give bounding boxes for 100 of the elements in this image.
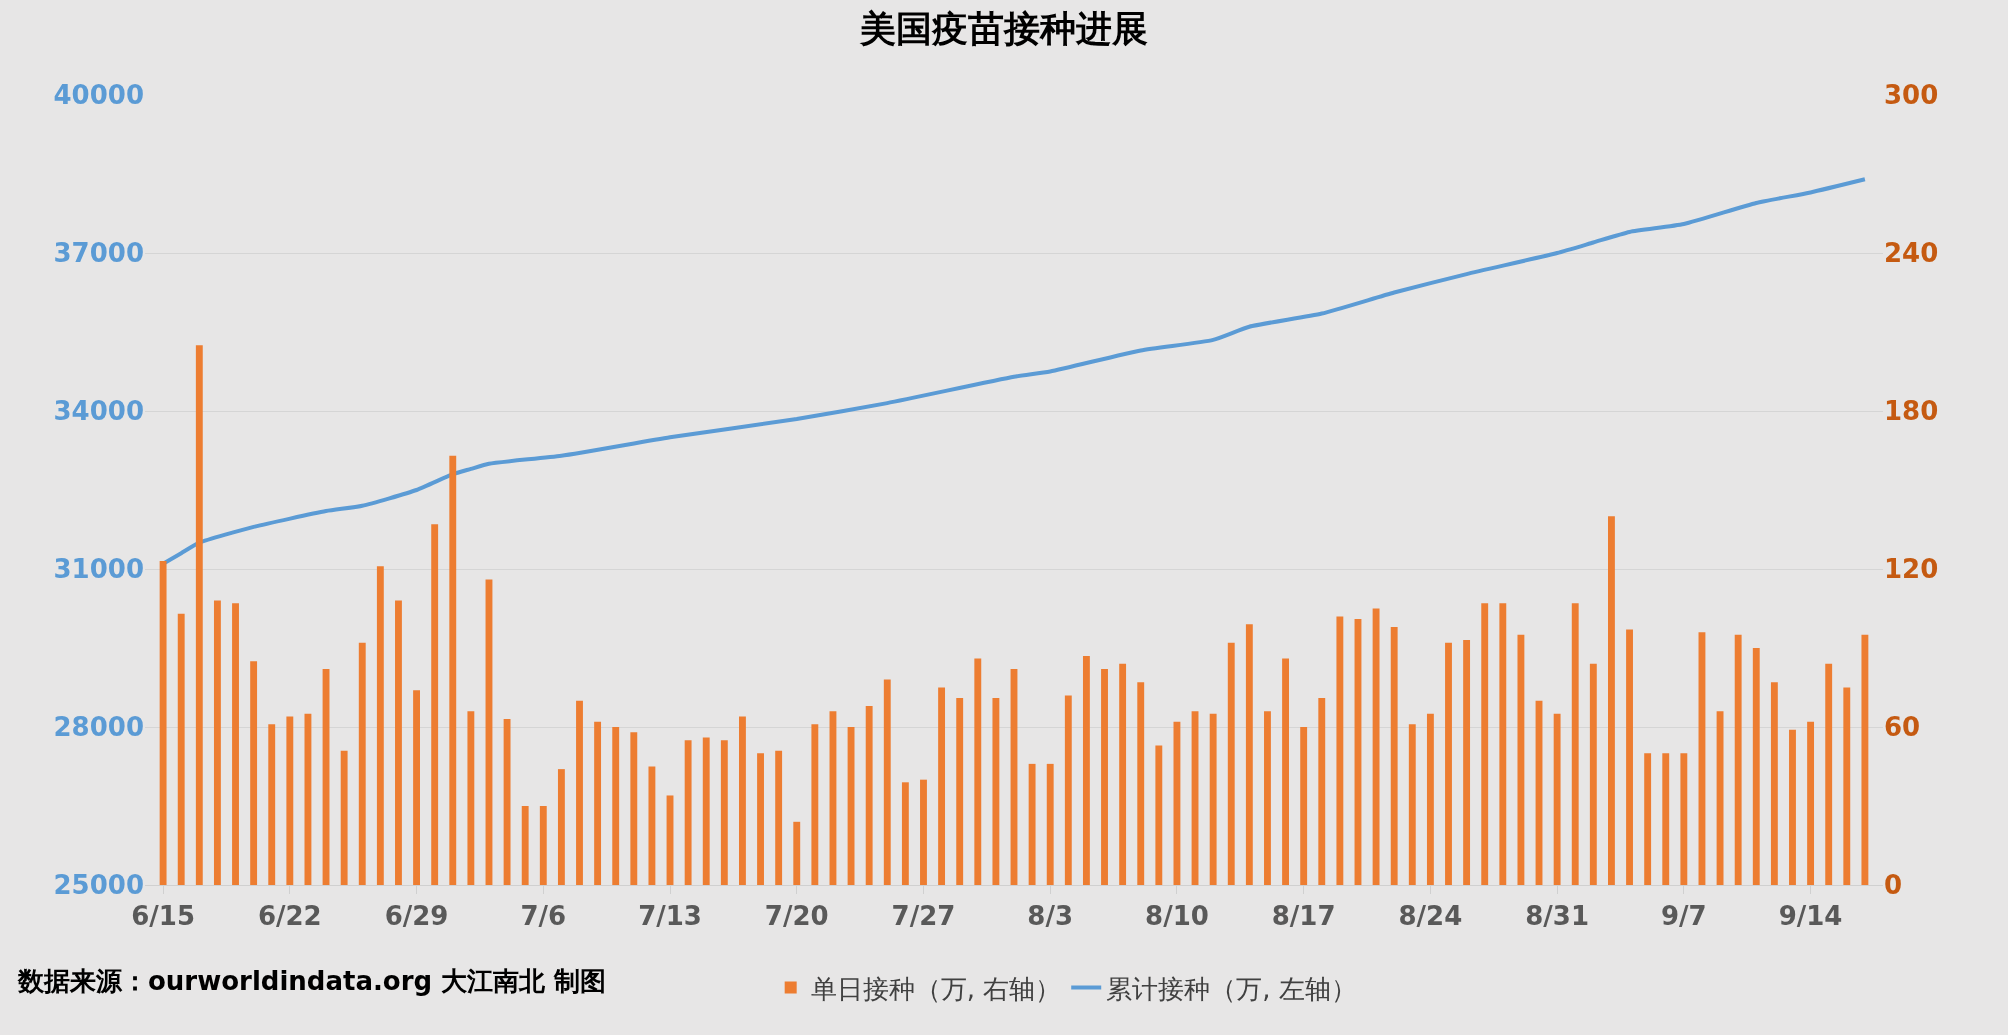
bar [1517, 634, 1525, 885]
bar [793, 821, 801, 885]
bar [1789, 729, 1796, 885]
bar [1445, 642, 1452, 885]
bar [702, 737, 710, 885]
bar [1155, 745, 1163, 885]
bar [1843, 687, 1851, 885]
bar [1064, 695, 1072, 885]
bar [974, 658, 982, 885]
bar [286, 716, 294, 885]
bar [612, 727, 620, 885]
bar [1589, 663, 1597, 885]
bar [503, 719, 511, 885]
x-tick-label: 6/29 [384, 901, 449, 932]
bar [177, 613, 185, 885]
bar [521, 806, 529, 885]
bar [775, 750, 783, 885]
bar [1825, 663, 1833, 885]
bar [395, 600, 402, 885]
bar [1499, 603, 1507, 885]
bar [594, 721, 602, 885]
bar [648, 766, 656, 885]
bar [1082, 655, 1090, 885]
y-tick-label: 37000 [53, 238, 144, 269]
x-tick-label: 7/20 [764, 901, 829, 932]
bar [159, 561, 167, 885]
bar [1390, 626, 1398, 885]
x-tick-label: 8/31 [1525, 901, 1590, 932]
chart-title: 美国疫苗接种进展 [859, 7, 1148, 49]
x-tick-label: 8/3 [1027, 901, 1074, 932]
bar [1463, 640, 1471, 885]
bar [539, 806, 547, 885]
bar [1716, 711, 1724, 885]
y2-tick-label: 0 [1884, 870, 1903, 901]
bar [340, 750, 348, 885]
bar [1245, 624, 1253, 885]
y2-tick-label: 60 [1884, 712, 1921, 743]
bar [1752, 648, 1760, 885]
bar [1807, 721, 1815, 885]
bar [1662, 753, 1670, 885]
bar [1408, 724, 1416, 885]
bar [1227, 642, 1235, 885]
x-tick-label: 6/15 [131, 901, 195, 932]
bar [1770, 682, 1778, 885]
y2-tick-label: 300 [1884, 80, 1939, 111]
bar [720, 740, 728, 885]
bar [865, 705, 873, 885]
y-tick-label: 28000 [53, 712, 144, 743]
bar [1028, 763, 1036, 885]
bar [576, 700, 583, 885]
bar [413, 690, 420, 885]
bar [449, 455, 457, 885]
bar [195, 345, 203, 885]
bar [1119, 663, 1127, 885]
x-tick-label: 8/17 [1271, 901, 1336, 932]
legend-label: 累计接种（万, 左轴） [1106, 973, 1357, 1004]
bar [1553, 713, 1561, 885]
bar [1644, 753, 1652, 885]
legend-label: 单日接种（万, 右轴） [810, 973, 1062, 1004]
bar [630, 732, 638, 885]
y-tick-label: 34000 [53, 396, 144, 427]
bar [250, 661, 258, 885]
y2-tick-label: 240 [1884, 238, 1939, 269]
bar [1101, 669, 1108, 885]
bar [739, 716, 746, 885]
bar [1300, 727, 1308, 885]
bar [901, 782, 909, 885]
x-tick-label: 6/22 [257, 901, 322, 932]
bar [1372, 608, 1380, 885]
y-tick-label: 25000 [53, 870, 144, 901]
bar [1264, 711, 1271, 885]
bar [992, 698, 1000, 885]
bar [1282, 658, 1289, 885]
bar [811, 724, 819, 885]
bar [557, 769, 565, 885]
bar [1608, 516, 1615, 885]
bar [1861, 634, 1869, 885]
bar [847, 727, 855, 885]
bar [268, 724, 276, 885]
x-tick-label: 8/24 [1398, 901, 1463, 932]
x-tick-label: 7/27 [891, 901, 956, 932]
y-tick-label: 40000 [53, 80, 144, 111]
x-tick-label: 9/14 [1778, 901, 1843, 932]
bar [1680, 753, 1688, 885]
bar [684, 740, 692, 885]
bar [1046, 763, 1054, 885]
bar [1336, 616, 1344, 885]
bar [757, 753, 764, 885]
bar [1481, 603, 1489, 885]
bar [938, 687, 946, 885]
bar [213, 600, 221, 885]
bar [1318, 698, 1326, 885]
x-tick-label: 8/10 [1145, 901, 1209, 932]
bar [1426, 713, 1434, 885]
y2-tick-label: 120 [1884, 554, 1939, 585]
bar [920, 779, 927, 885]
source-note: 数据来源：ourworldindata.org 大江南北 制图 [17, 966, 607, 996]
bar [431, 524, 439, 885]
x-tick-label: 7/6 [520, 901, 567, 932]
bar [467, 711, 475, 885]
